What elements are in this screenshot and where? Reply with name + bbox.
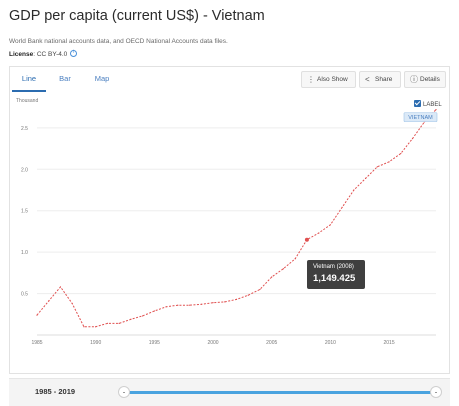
info-circle-icon: ⓘ bbox=[410, 75, 418, 84]
data-point bbox=[435, 109, 437, 111]
also-show-button[interactable]: ⋮ Also Show bbox=[301, 71, 356, 88]
share-label: Share bbox=[375, 76, 393, 83]
y-tick-label: 2.5 bbox=[21, 126, 28, 132]
chart-card: Line Bar Map ⋮ Also Show < Share ⓘ Details … bbox=[9, 66, 450, 405]
checkbox-icon bbox=[414, 100, 421, 107]
y-tick-label: 2.0 bbox=[21, 167, 28, 173]
x-tick-label: 1990 bbox=[90, 340, 101, 346]
series-label-box bbox=[403, 112, 438, 122]
page-title: GDP per capita (current US$) - Vietnam bbox=[9, 8, 265, 24]
details-button[interactable]: ⓘ Details bbox=[404, 71, 446, 88]
y-axis-unit: Thousand bbox=[16, 98, 39, 104]
range-label: 1985 - 2019 bbox=[35, 387, 76, 396]
series-line-vietnam bbox=[36, 109, 437, 328]
data-point bbox=[71, 302, 73, 305]
info-icon[interactable] bbox=[70, 49, 78, 57]
tooltip-value: 1,149.425 bbox=[313, 273, 356, 284]
data-point bbox=[282, 268, 285, 270]
data-point bbox=[235, 298, 238, 300]
data-tooltip: Vietnam (2008) 1,149.425 bbox=[307, 260, 365, 289]
data-point bbox=[106, 322, 109, 324]
x-tick-label: 2005 bbox=[266, 340, 277, 346]
highlight-point bbox=[304, 237, 309, 242]
range-bar: 1985 - 2019 bbox=[9, 378, 450, 406]
range-handle-end[interactable] bbox=[430, 386, 442, 398]
tooltip-name: Vietnam (2008) bbox=[313, 264, 354, 270]
tab-map[interactable]: Map bbox=[94, 74, 110, 83]
license-line: License: CC BY-4.0 bbox=[9, 49, 78, 58]
data-point bbox=[36, 314, 38, 316]
data-point bbox=[165, 306, 167, 308]
x-tick-label: 2015 bbox=[383, 340, 394, 346]
tab-line[interactable]: Line bbox=[12, 67, 46, 92]
data-point bbox=[224, 301, 226, 303]
data-point bbox=[142, 315, 144, 317]
data-point bbox=[118, 322, 120, 324]
data-point bbox=[388, 161, 390, 163]
x-tick-label: 2010 bbox=[325, 340, 336, 346]
tab-bar[interactable]: Bar bbox=[59, 74, 71, 83]
y-tick-label: 1.5 bbox=[21, 209, 28, 215]
more-vertical-icon: ⋮ bbox=[307, 75, 315, 84]
data-point bbox=[376, 166, 378, 168]
source-note: World Bank national accounts data, and O… bbox=[9, 38, 228, 45]
range-track[interactable] bbox=[124, 391, 436, 394]
data-point bbox=[59, 286, 62, 288]
x-tick-label: 1985 bbox=[31, 340, 42, 346]
data-point bbox=[364, 177, 367, 179]
data-point bbox=[83, 326, 85, 328]
data-point bbox=[294, 258, 296, 260]
data-point bbox=[400, 152, 402, 155]
x-tick-label: 1995 bbox=[149, 340, 160, 346]
label-checkbox[interactable]: LABEL bbox=[414, 100, 442, 108]
data-point bbox=[212, 302, 214, 304]
share-button[interactable]: < Share bbox=[359, 71, 401, 88]
data-point bbox=[188, 304, 191, 306]
data-point bbox=[341, 206, 343, 208]
data-point bbox=[318, 232, 320, 234]
license-label: License bbox=[9, 51, 34, 58]
data-point bbox=[153, 310, 155, 312]
x-tick-label: 2000 bbox=[207, 340, 218, 346]
data-point bbox=[177, 304, 179, 306]
series-label: VIETNAM bbox=[408, 115, 433, 121]
data-point bbox=[271, 276, 273, 278]
license-value: : CC BY-4.0 bbox=[33, 51, 68, 58]
data-point bbox=[411, 138, 414, 140]
data-point bbox=[353, 189, 355, 191]
range-handle-start[interactable] bbox=[118, 386, 130, 398]
line-chart: 0.5 1.0 1.5 2.0 2.5 1985 1990 1995 2000 2005 2010 2… bbox=[21, 109, 438, 346]
data-point bbox=[259, 288, 261, 291]
data-point bbox=[130, 318, 132, 320]
data-point bbox=[247, 294, 249, 296]
data-point bbox=[48, 300, 50, 302]
data-point bbox=[200, 303, 202, 305]
also-show-label: Also Show bbox=[317, 76, 348, 83]
y-tick-label: 1.0 bbox=[21, 250, 28, 256]
data-point bbox=[95, 326, 97, 328]
y-tick-label: 0.5 bbox=[21, 292, 28, 298]
share-icon: < bbox=[365, 75, 370, 84]
details-label: Details bbox=[420, 76, 440, 83]
data-point bbox=[329, 224, 331, 226]
label-checkbox-text: LABEL bbox=[423, 102, 442, 108]
